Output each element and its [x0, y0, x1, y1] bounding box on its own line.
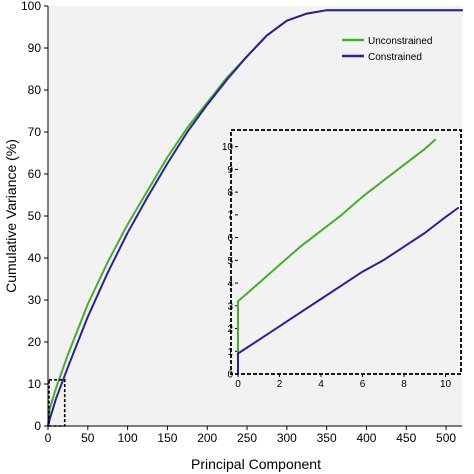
x-axis-label: Principal Component: [191, 456, 321, 472]
inset-y-tick-label: 7: [227, 210, 233, 221]
main-x-tick-label: 400: [356, 431, 376, 445]
inset-series-lines: [237, 138, 459, 375]
inset-x-tick-label: 6: [360, 379, 366, 390]
main-x-tick-label: 50: [81, 431, 95, 445]
main-y-tick-label: 50: [28, 209, 42, 223]
inset-x-tick-label: 4: [318, 379, 324, 390]
inset-x-tick-label: 2: [277, 379, 283, 390]
legend-label-unconstrained: Unconstrained: [368, 36, 432, 47]
main-x-tick-label: 350: [317, 431, 337, 445]
inset-border: [230, 129, 462, 375]
inset-series-unconstrained-line: [237, 138, 437, 375]
inset-y-tick-label: 1: [227, 347, 233, 358]
main-x-tick-label: 500: [436, 431, 456, 445]
zoom-region-box: [48, 378, 66, 427]
main-y-tick-label: 30: [28, 293, 42, 307]
inset-y-tick-label: 0: [227, 370, 233, 381]
main-y-tick-label: 0: [34, 419, 41, 433]
inset-x-tick-label: 10: [440, 379, 452, 390]
main-x-tick-label: 200: [197, 431, 217, 445]
inset-series-constrained-line: [237, 207, 459, 375]
inset-x-tick-label: 0: [235, 379, 241, 390]
inset-x-tick-label: 8: [401, 379, 407, 390]
inset-y-tick-label: 6: [227, 233, 233, 244]
main-x-tick-label: 0: [45, 431, 52, 445]
main-y-tick-label: 90: [28, 41, 42, 55]
main-x-tick-label: 450: [396, 431, 416, 445]
inset-y-tick-label: 10: [222, 142, 234, 153]
y-axis-label: Cumulative Variance (%): [3, 139, 19, 293]
main-y-tick-label: 40: [28, 251, 42, 265]
inset-plot-area: [231, 130, 461, 374]
main-x-tick-label: 300: [277, 431, 297, 445]
legend: Unconstrained Constrained: [342, 36, 432, 63]
main-series-lines: [47, 9, 463, 427]
inset-y-tick-label: 2: [227, 324, 233, 335]
main-y-tick-label: 60: [28, 167, 42, 181]
main-y-tick-label: 80: [28, 83, 42, 97]
main-series-constrained-line: [47, 9, 463, 427]
main-x-tick-label: 250: [237, 431, 257, 445]
main-axis-ticks: 0 50 100 150 200 250 300 350 400 450 5000102030405…: [21, 0, 456, 445]
main-y-tick-label: 70: [28, 125, 42, 139]
main-y-tick-label: 10: [28, 377, 42, 391]
legend-label-constrained: Constrained: [368, 52, 422, 63]
main-x-tick-label: 100: [118, 431, 138, 445]
main-x-tick-label: 150: [157, 431, 177, 445]
main-y-tick-label: 20: [28, 335, 42, 349]
main-y-tick-label: 100: [21, 0, 41, 13]
